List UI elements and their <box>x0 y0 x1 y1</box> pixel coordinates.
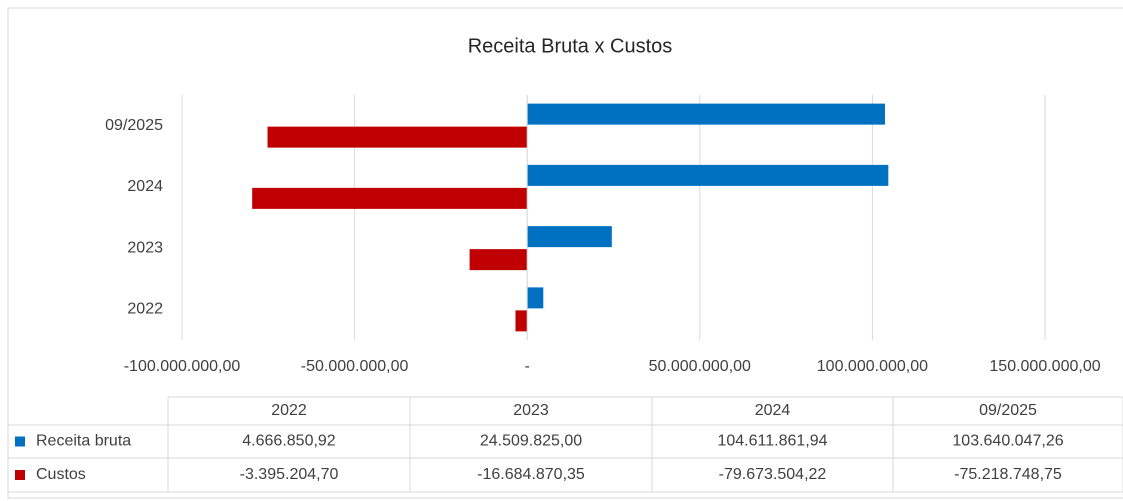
table-header: 2024 <box>755 402 791 419</box>
table-header: 2023 <box>513 402 549 419</box>
bar <box>267 126 528 148</box>
table-cell: -79.673.504,22 <box>719 466 827 483</box>
y-tick-label: 2023 <box>127 239 163 256</box>
legend-swatch <box>15 470 25 480</box>
x-tick-label: 150.000.000,00 <box>989 358 1100 375</box>
table-header: 09/2025 <box>979 402 1037 419</box>
y-tick-label: 09/2025 <box>105 117 163 134</box>
x-tick-label: - <box>525 358 530 375</box>
bar <box>527 164 889 186</box>
table-cell: -75.218.748,75 <box>954 466 1062 483</box>
legend-label: Custos <box>36 466 86 483</box>
y-tick-label: 2024 <box>127 178 163 195</box>
bar <box>527 287 544 309</box>
table-cell: -16.684.870,35 <box>477 466 585 483</box>
x-tick-label: -100.000.000,00 <box>124 358 241 375</box>
x-tick-label: 50.000.000,00 <box>649 358 751 375</box>
x-tick-label: 100.000.000,00 <box>817 358 928 375</box>
bar <box>527 226 612 248</box>
table-header: 2022 <box>271 402 307 419</box>
chart-area <box>7 7 1123 499</box>
table-cell: 104.611.861,94 <box>717 433 827 450</box>
table-cell: -3.395.204,70 <box>240 466 339 483</box>
table-cell: 4.666.850,92 <box>242 433 336 450</box>
bar <box>469 249 528 271</box>
legend-label: Receita bruta <box>36 433 131 450</box>
x-tick-label: -50.000.000,00 <box>301 358 409 375</box>
table-cell: 24.509.825,00 <box>480 433 582 450</box>
legend-swatch <box>15 436 25 447</box>
bar <box>252 187 528 209</box>
table-cell: 103.640.047,26 <box>952 433 1063 450</box>
chart-title: Receita Bruta x Custos <box>468 35 673 57</box>
bar <box>515 310 528 332</box>
y-tick-label: 2022 <box>127 301 163 318</box>
bar <box>527 103 885 125</box>
